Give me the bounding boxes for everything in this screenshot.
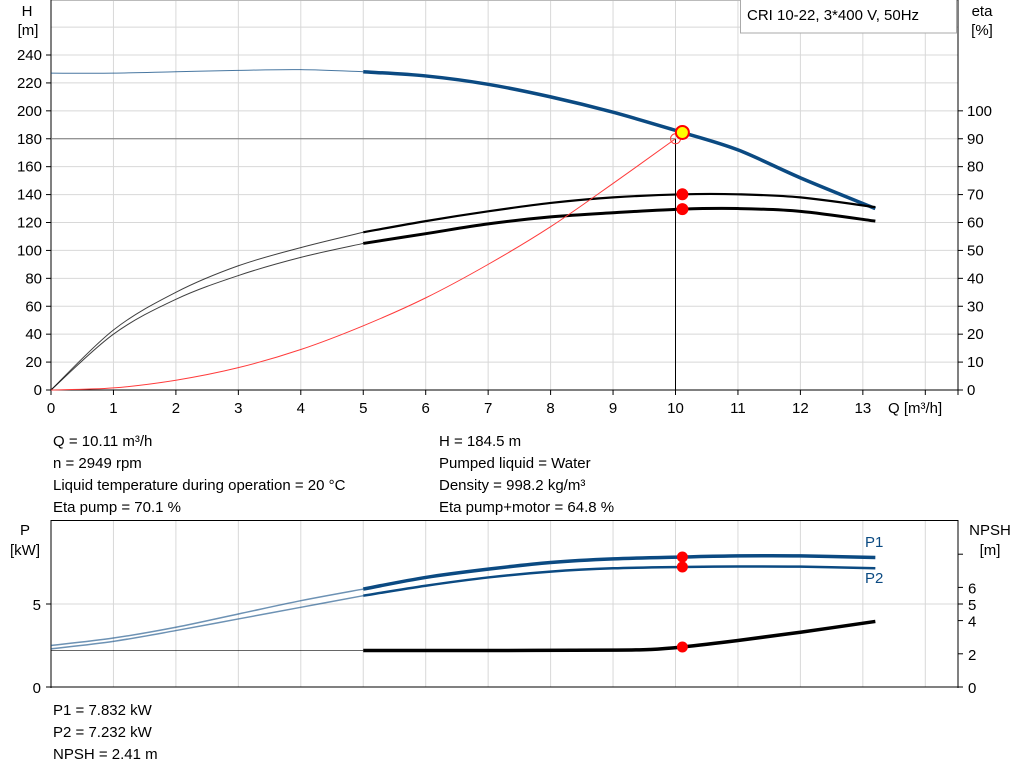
y-left-tick-label: 120 bbox=[17, 215, 42, 232]
P2-curve bbox=[363, 565, 876, 597]
y-right-tick-label: 10 bbox=[967, 354, 984, 371]
y-left-tick-label: 240 bbox=[17, 47, 42, 64]
legend-box bbox=[740, 0, 957, 34]
readout-flow: Q = 10.11 m³/h bbox=[53, 433, 153, 450]
y-right-tick-label: 100 bbox=[967, 103, 992, 120]
x-tick-label: 5 bbox=[359, 400, 367, 417]
eta_pump_motor-curve bbox=[363, 206, 876, 245]
NPSH-curve bbox=[363, 619, 876, 653]
y-right-tick-label: 30 bbox=[967, 298, 984, 315]
x-tick-label: 9 bbox=[609, 400, 617, 417]
x-tick-label: 11 bbox=[730, 400, 746, 417]
eta_pump-curve-thin bbox=[50, 231, 364, 391]
npsh-axis-label: NPSH bbox=[969, 522, 1011, 539]
readout-npsh: NPSH = 2.41 m bbox=[53, 746, 158, 763]
eta_pump_motor-curve-thin bbox=[50, 242, 364, 391]
x-tick-label: 10 bbox=[667, 400, 684, 417]
system-curve bbox=[50, 138, 676, 391]
x-tick-label: 4 bbox=[297, 400, 305, 417]
y-left-unit: [m] bbox=[18, 22, 39, 39]
readout-speed: n = 2949 rpm bbox=[53, 455, 142, 472]
y-left-tick-label: 60 bbox=[25, 298, 42, 315]
y-left-tick-label: 180 bbox=[17, 131, 42, 148]
readout-p2: P2 = 7.232 kW bbox=[53, 724, 152, 741]
y-right-unit: [%] bbox=[971, 22, 993, 39]
readout-temperature: Liquid temperature during operation = 20… bbox=[53, 477, 346, 494]
npsh-marker bbox=[676, 641, 688, 653]
y-right-tick-label: 50 bbox=[967, 242, 984, 259]
readout-density: Density = 998.2 kg/m³ bbox=[439, 477, 586, 494]
P1-curve-thin bbox=[50, 588, 364, 647]
H-curve-thin bbox=[50, 69, 364, 74]
readout-eta-pump-motor: Eta pump+motor = 64.8 % bbox=[439, 499, 615, 516]
npsh-tick-label: 0 bbox=[968, 680, 976, 697]
x-tick-label: 13 bbox=[855, 400, 872, 417]
p2-marker bbox=[676, 561, 688, 573]
y-right-tick-label: 80 bbox=[967, 159, 984, 176]
readouts-right: H = 184.5 m Pumped liquid = Water Densit… bbox=[439, 431, 614, 519]
eta-pump-motor-marker bbox=[676, 203, 689, 216]
operating-point-marker bbox=[674, 124, 690, 140]
P1-curve bbox=[362, 553, 876, 591]
y-left-tick-label: 0 bbox=[34, 382, 42, 399]
x-tick-label: 7 bbox=[484, 400, 492, 417]
readout-liquid: Pumped liquid = Water bbox=[439, 455, 591, 472]
y-right-tick-label: 60 bbox=[967, 215, 984, 232]
readouts-power: P1 = 7.832 kW P2 = 7.232 kW NPSH = 2.41 … bbox=[53, 700, 158, 766]
p1-series-label: P1 bbox=[865, 534, 883, 551]
npsh-tick-label: 4 bbox=[968, 614, 976, 631]
x-tick-label: 8 bbox=[546, 400, 554, 417]
readout-eta-pump: Eta pump = 70.1 % bbox=[53, 499, 181, 516]
y-right-tick-label: 70 bbox=[967, 187, 984, 204]
y-left-tick-label: 160 bbox=[17, 159, 42, 176]
H-curve bbox=[363, 70, 877, 211]
npsh-tick-label: 6 bbox=[968, 580, 976, 597]
y-right-tick-label: 20 bbox=[967, 326, 984, 343]
x-tick-label: 12 bbox=[792, 400, 809, 417]
readout-p1: P1 = 7.832 kW bbox=[53, 702, 152, 719]
p-axis-label: P bbox=[20, 522, 30, 539]
npsh-tick-label: 5 bbox=[968, 597, 976, 614]
y-right-label: eta bbox=[972, 3, 994, 20]
x-axis-label: Q [m³/h] bbox=[888, 400, 942, 417]
readouts-left: Q = 10.11 m³/h n = 2949 rpm Liquid tempe… bbox=[53, 431, 345, 519]
y-left-tick-label: 40 bbox=[25, 326, 42, 343]
y-left-tick-label: 140 bbox=[17, 187, 42, 204]
x-tick-label: 1 bbox=[109, 400, 117, 417]
p1-marker bbox=[676, 551, 688, 563]
x-tick-label: 0 bbox=[47, 400, 55, 417]
x-tick-label: 2 bbox=[172, 400, 180, 417]
legend-text: CRI 10-22, 3*400 V, 50Hz bbox=[747, 7, 919, 24]
P2-curve-thin bbox=[50, 594, 364, 650]
p-axis-unit: [kW] bbox=[10, 542, 40, 559]
p-tick-label: 5 bbox=[33, 597, 41, 614]
x-tick-label: 6 bbox=[422, 400, 430, 417]
x-tick-label: 3 bbox=[234, 400, 242, 417]
p-tick-label: 0 bbox=[33, 680, 41, 697]
eta_pump-curve bbox=[363, 192, 876, 234]
y-left-tick-label: 80 bbox=[25, 270, 42, 287]
npsh-tick-label: 2 bbox=[968, 647, 976, 664]
y-right-tick-label: 0 bbox=[967, 382, 975, 399]
y-left-label: H bbox=[22, 3, 33, 20]
y-left-tick-label: 100 bbox=[17, 242, 42, 259]
y-right-tick-label: 40 bbox=[967, 270, 984, 287]
p2-series-label: P2 bbox=[865, 570, 883, 587]
npsh-axis-unit: [m] bbox=[980, 542, 1001, 559]
readout-head: H = 184.5 m bbox=[439, 433, 522, 450]
y-right-tick-label: 90 bbox=[967, 131, 984, 148]
y-left-tick-label: 20 bbox=[25, 354, 42, 371]
eta-pump-marker bbox=[676, 188, 689, 201]
y-left-tick-label: 200 bbox=[17, 103, 42, 120]
y-left-tick-label: 220 bbox=[17, 75, 42, 92]
